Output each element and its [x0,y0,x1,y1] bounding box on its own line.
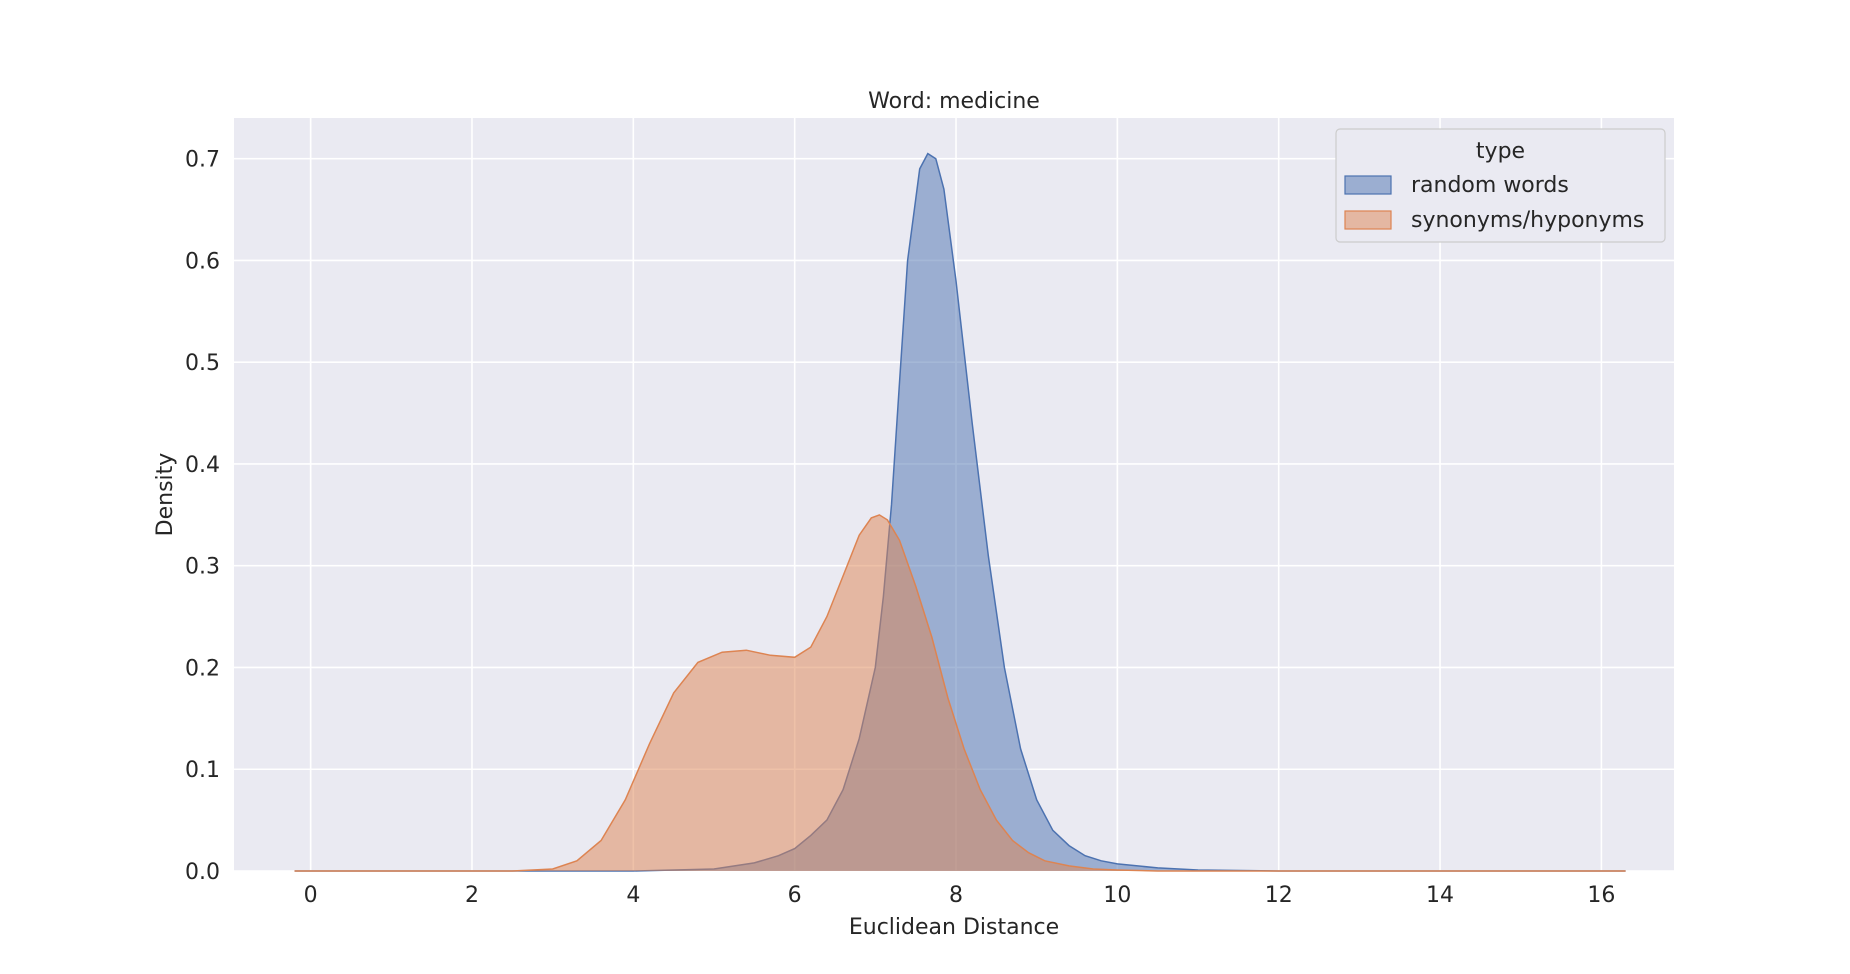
x-tick-label: 8 [949,883,963,908]
y-axis-label: Density [153,453,178,537]
x-tick-label: 6 [788,883,802,908]
y-tick-label: 0.3 [185,555,220,580]
legend: type random words synonyms/hyponyms [1335,128,1666,243]
x-axis-label: Euclidean Distance [849,915,1059,940]
x-tick-label: 4 [626,883,640,908]
x-tick-label: 14 [1426,883,1454,908]
legend-swatch [1344,210,1392,230]
y-tick-label: 0.6 [185,249,220,274]
axis-tick-labels: 0 2 4 6 8 10 12 14 16 0.0 0.1 0.2 0.3 0.4 0.5 0.6 0.7 [185,148,1615,908]
legend-title: type [1476,139,1525,164]
density-areas [294,152,1626,872]
x-tick-label: 10 [1103,883,1131,908]
legend-entry-label: random words [1411,173,1569,198]
x-tick-label: 16 [1587,883,1615,908]
y-tick-label: 0.4 [185,453,220,478]
x-tick-label: 12 [1265,883,1293,908]
y-tick-label: 0.5 [185,351,220,376]
density-area-synonyms-hyponyms [294,514,1626,871]
x-tick-label: 0 [304,883,318,908]
x-tick-label: 2 [465,883,479,908]
legend-box [1335,128,1666,243]
y-tick-label: 0.7 [185,148,220,173]
density-area-random-words [294,153,1626,872]
y-tick-label: 0.0 [185,860,220,885]
y-tick-label: 0.2 [185,656,220,681]
chart-title: Word: medicine [868,89,1040,114]
y-tick-label: 0.1 [185,758,220,783]
legend-entry-label: synonyms/hyponyms [1411,208,1644,233]
legend-entries: random words synonyms/hyponyms [1344,173,1644,233]
density-line-synonyms-hyponyms [294,514,1626,872]
legend-swatch [1344,175,1392,195]
